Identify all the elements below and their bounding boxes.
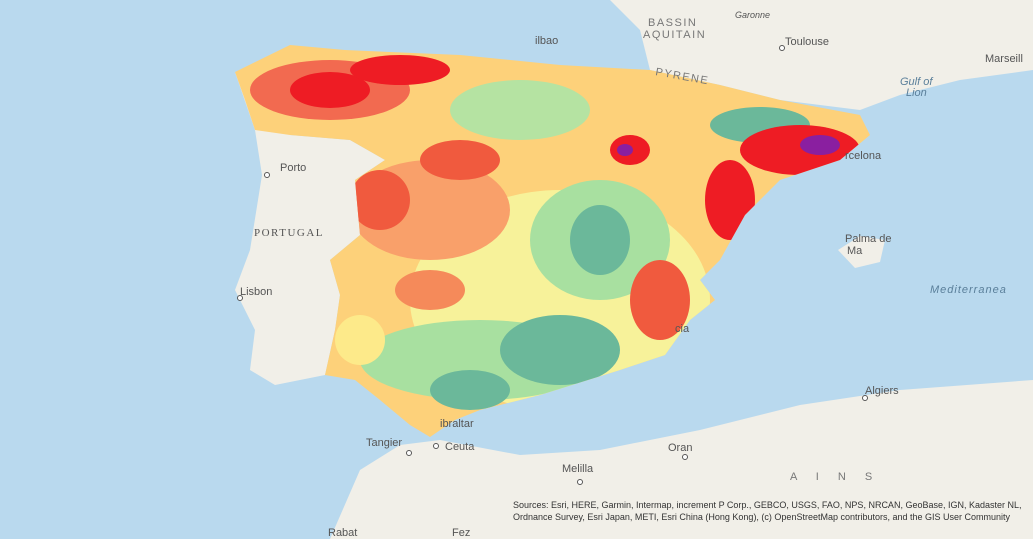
city-label: Ceuta <box>445 441 475 453</box>
city-label: rcelona <box>845 150 882 162</box>
region-label: BASSIN <box>648 17 697 29</box>
region-label: A I N S <box>790 471 880 483</box>
region-label: AQUITAIN <box>643 29 706 41</box>
city-dot <box>577 479 583 485</box>
city-label: Rabat <box>328 527 357 539</box>
city-label: Algiers <box>865 385 899 397</box>
city-label: Oran <box>668 442 692 454</box>
sea-label: Gulf of <box>900 76 933 88</box>
city-label: Lisbon <box>240 286 272 298</box>
river-label: Garonne <box>735 10 770 20</box>
city-label: Palma de <box>845 233 891 245</box>
city-dot <box>406 450 412 456</box>
balearic <box>838 236 885 268</box>
iberia-land <box>235 72 385 385</box>
sea-label: Lion <box>906 87 927 99</box>
city-dot <box>862 395 868 401</box>
city-label: Marseill <box>985 53 1023 65</box>
city-dot <box>264 172 270 178</box>
city-label: cia <box>675 323 690 335</box>
country-label: PORTUGAL <box>254 227 324 239</box>
sea-label: Mediterranea <box>930 284 1007 296</box>
city-label: Fez <box>452 527 470 539</box>
city-label: Melilla <box>562 463 594 475</box>
city-label: Porto <box>280 162 306 174</box>
city-label: Tangier <box>366 437 402 449</box>
city-dot <box>779 45 785 51</box>
city-label: ilbao <box>535 35 558 47</box>
africa-land <box>330 380 1033 539</box>
heatmap <box>235 45 870 437</box>
attribution: Sources: Esri, HERE, Garmin, Intermap, i… <box>513 500 1022 522</box>
city-dot <box>237 295 243 301</box>
city-dot <box>433 443 439 449</box>
city-label: Toulouse <box>785 36 829 48</box>
city-dot <box>682 454 688 460</box>
city-label: Ma <box>847 245 863 257</box>
france-land <box>610 0 1033 110</box>
city-label: ibraltar <box>440 418 474 430</box>
